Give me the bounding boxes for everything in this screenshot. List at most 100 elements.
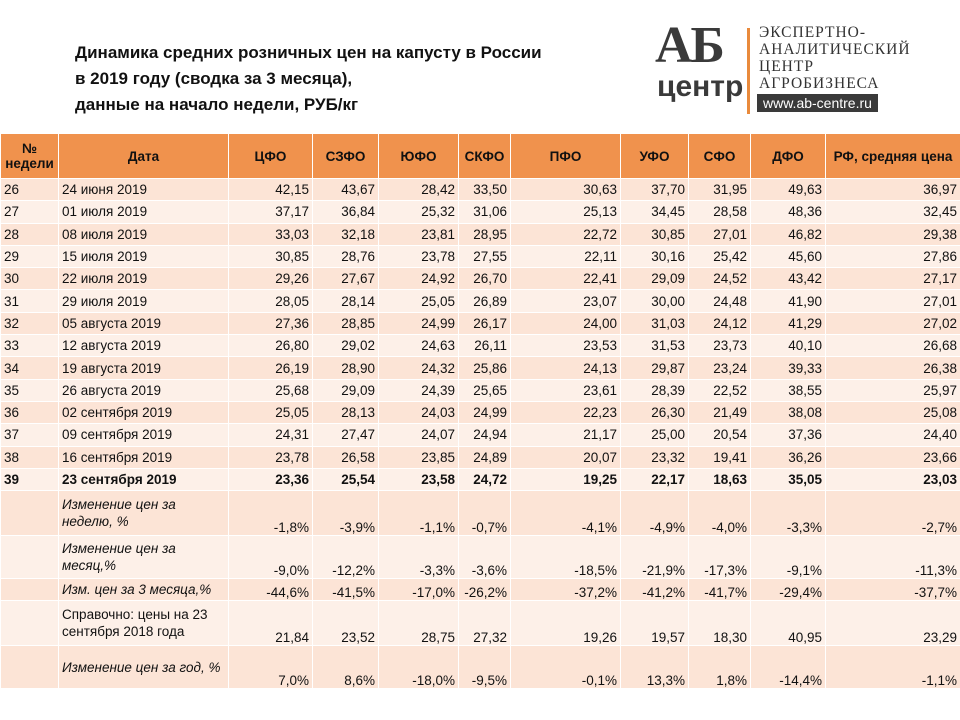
cell: 26,70 xyxy=(458,267,511,291)
cell: -3,3% xyxy=(750,490,826,537)
empty-cell xyxy=(0,490,59,537)
cell: 36,26 xyxy=(750,445,826,469)
summary-row: Изм. цен за 3 месяца,% -44,6% -41,5% -17,0%… xyxy=(0,578,960,602)
cell: 23,32 xyxy=(620,445,689,469)
cell: -18,5% xyxy=(510,535,621,580)
cell: 28,39 xyxy=(620,378,689,402)
cell: 23,61 xyxy=(510,378,621,402)
data-row: 32 05 августа 2019 27,36 28,85 24,99 26,17 24,… xyxy=(0,311,960,336)
data-row: 30 22 июля 2019 29,26 27,67 24,92 26,70 22,41 2… xyxy=(0,267,960,291)
cell: -17,0% xyxy=(378,578,459,602)
data-row: 29 15 июля 2019 30,85 28,76 23,78 27,55 22,11 3… xyxy=(0,244,960,269)
empty-cell xyxy=(0,645,59,690)
summary-label: Изменение цен за год, % xyxy=(58,645,229,690)
cell: 25,08 xyxy=(825,400,960,425)
cell: 26 xyxy=(0,177,59,202)
cell: 23,81 xyxy=(378,222,459,246)
summary-row: Справочно: цены на 23 сентября 2018 года… xyxy=(0,600,960,647)
data-row: 36 02 сентября 2019 25,05 28,13 24,03 24,99 22… xyxy=(0,400,960,425)
column-header: № недели xyxy=(0,133,59,179)
cell: 32,18 xyxy=(312,222,379,246)
cell: -4,1% xyxy=(510,490,621,537)
data-row: 26 24 июня 2019 42,15 43,67 28,42 33,50 30,63 3… xyxy=(0,177,960,202)
cell: 25,13 xyxy=(510,200,621,224)
cell: 34 xyxy=(0,356,59,380)
cell: 28 xyxy=(0,222,59,246)
data-row: 39 23 сентября 2019 23,36 25,54 23,58 24,72 19… xyxy=(0,467,960,492)
cell: 19,25 xyxy=(510,467,621,492)
cell: 28,58 xyxy=(688,200,751,224)
cell: 23,78 xyxy=(378,244,459,269)
cell: 26,38 xyxy=(825,356,960,380)
cell: 23,78 xyxy=(228,445,313,469)
cell: 25,05 xyxy=(378,289,459,313)
cell: 24,48 xyxy=(688,289,751,313)
cell: 27,47 xyxy=(312,423,379,447)
data-row: 35 26 августа 2019 25,68 29,09 24,39 25,65 23,… xyxy=(0,378,960,402)
cell: 02 сентября 2019 xyxy=(58,400,229,425)
cell: 24,32 xyxy=(378,356,459,380)
cell: 23,36 xyxy=(228,467,313,492)
logo-line: ЭКСПЕРТНО- xyxy=(759,24,867,41)
cell: 33,50 xyxy=(458,177,511,202)
cell: -2,7% xyxy=(825,490,960,537)
cell: 30,85 xyxy=(620,222,689,246)
title: Динамика средних розничных цен на капуст… xyxy=(75,40,542,118)
column-header: ПФО xyxy=(510,133,621,179)
cell: 28,75 xyxy=(378,600,459,647)
cell: 30,16 xyxy=(620,244,689,269)
cell: 27,01 xyxy=(688,222,751,246)
cell: 31,95 xyxy=(688,177,751,202)
cell: 38 xyxy=(0,445,59,469)
cell: 24,31 xyxy=(228,423,313,447)
cell: -14,4% xyxy=(750,645,826,690)
cell: 28,14 xyxy=(312,289,379,313)
cell: 32 xyxy=(0,311,59,336)
cell: 27,02 xyxy=(825,311,960,336)
cell: -41,5% xyxy=(312,578,379,602)
cell: 28,05 xyxy=(228,289,313,313)
cell: -37,7% xyxy=(825,578,960,602)
cell: 25,86 xyxy=(458,356,511,380)
cell: 23,29 xyxy=(825,600,960,647)
title-line: данные на начало недели, РУБ/кг xyxy=(75,95,359,114)
cell: 32,45 xyxy=(825,200,960,224)
cell: 24,12 xyxy=(688,311,751,336)
cell: -12,2% xyxy=(312,535,379,580)
cell: -41,7% xyxy=(688,578,751,602)
cell: -21,9% xyxy=(620,535,689,580)
cell: 27,86 xyxy=(825,244,960,269)
cell: 12 августа 2019 xyxy=(58,334,229,358)
cell: 26,11 xyxy=(458,334,511,358)
empty-cell xyxy=(0,578,59,602)
cell: 25,00 xyxy=(620,423,689,447)
cell: 23,07 xyxy=(510,289,621,313)
data-row: 28 08 июля 2019 33,03 32,18 23,81 28,95 22,72 3… xyxy=(0,222,960,246)
cell: 28,90 xyxy=(312,356,379,380)
column-header: ЦФО xyxy=(228,133,313,179)
cell: 24,92 xyxy=(378,267,459,291)
cell: 39,33 xyxy=(750,356,826,380)
cell: -0,1% xyxy=(510,645,621,690)
cell: 25,65 xyxy=(458,378,511,402)
cell: 36 xyxy=(0,400,59,425)
cell: -9,1% xyxy=(750,535,826,580)
cell: 22,52 xyxy=(688,378,751,402)
cell: 19,26 xyxy=(510,600,621,647)
cell: 27,36 xyxy=(228,311,313,336)
cell: 16 сентября 2019 xyxy=(58,445,229,469)
cell: 26,68 xyxy=(825,334,960,358)
cell: 24,89 xyxy=(458,445,511,469)
logo-line: ЦЕНТР xyxy=(759,58,814,75)
cell: 46,82 xyxy=(750,222,826,246)
cell: 23,24 xyxy=(688,356,751,380)
cell: 28,95 xyxy=(458,222,511,246)
cell: 22 июля 2019 xyxy=(58,267,229,291)
cell: 08 июля 2019 xyxy=(58,222,229,246)
cell: 43,42 xyxy=(750,267,826,291)
cell: 19 августа 2019 xyxy=(58,356,229,380)
summary-label: Изменение цен за неделю, % xyxy=(58,490,229,537)
cell: -44,6% xyxy=(228,578,313,602)
cell: 25,42 xyxy=(688,244,751,269)
cell: 01 июля 2019 xyxy=(58,200,229,224)
